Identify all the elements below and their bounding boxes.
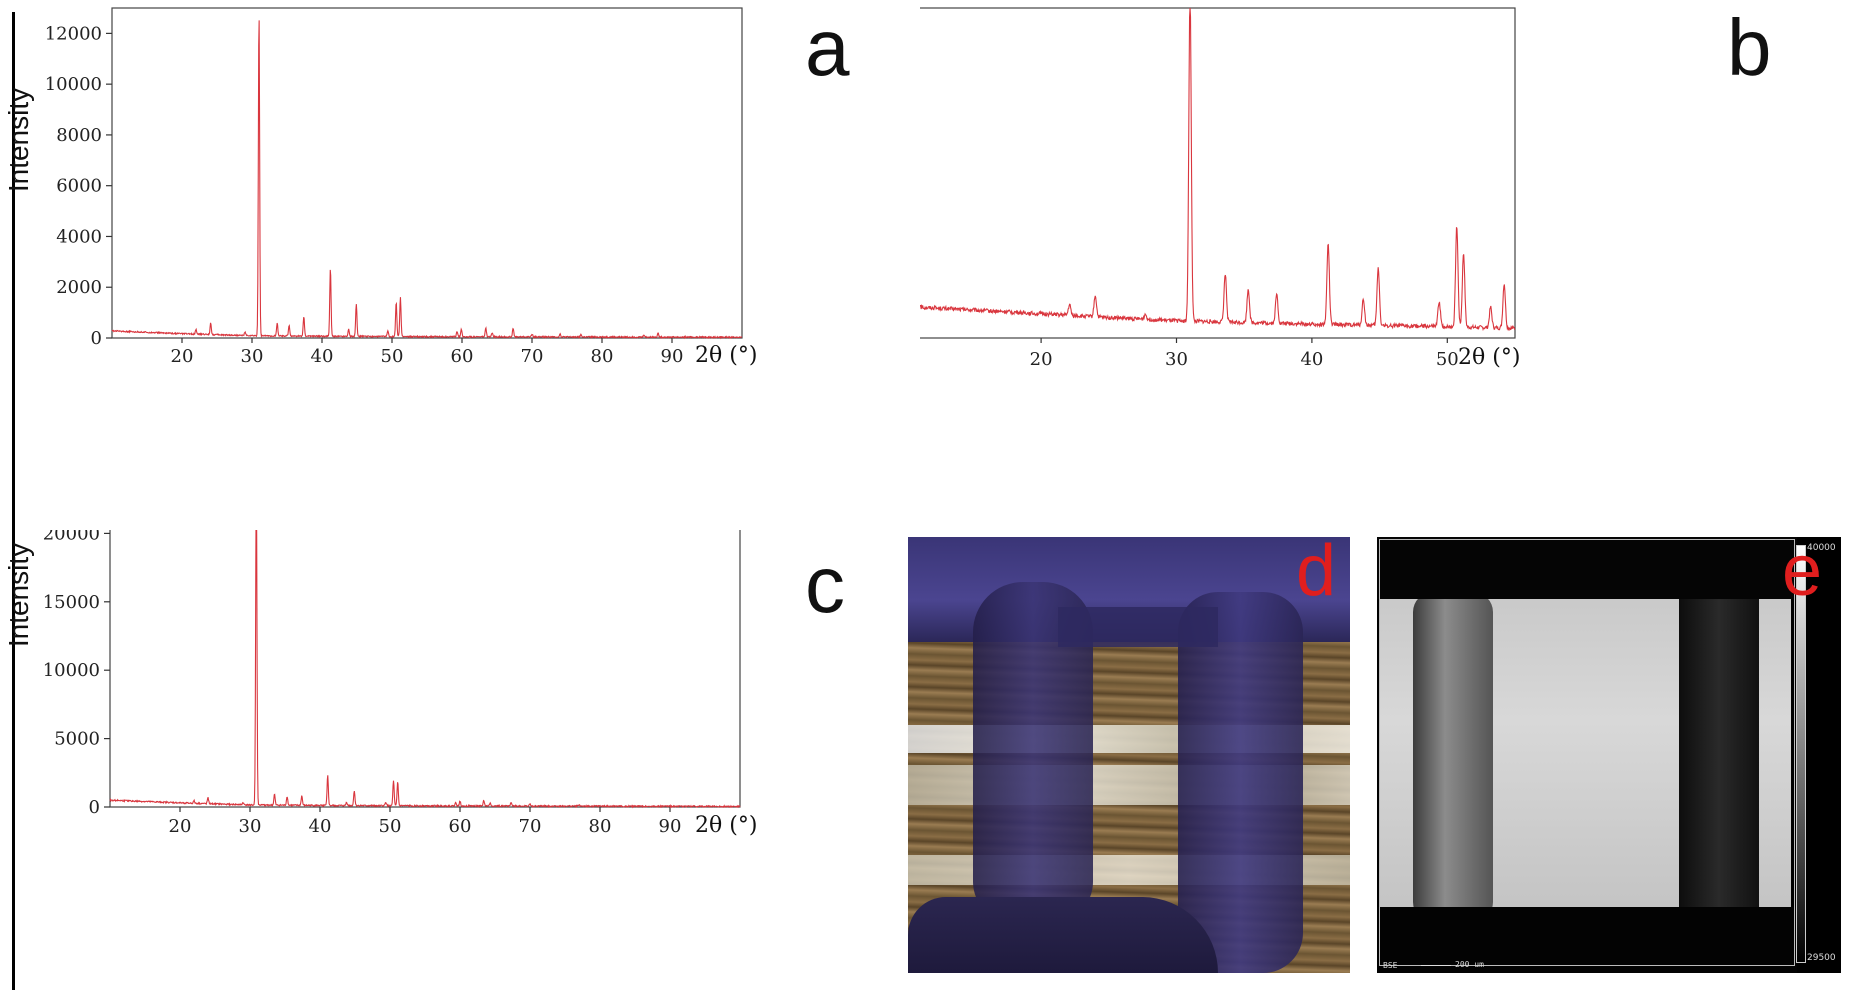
series-line-b — [920, 7, 1516, 332]
x-tick-label: 40 — [309, 816, 332, 837]
y-tick-label: 0 — [91, 328, 102, 349]
x-tick-label: 60 — [449, 816, 472, 837]
y-tick-label: 10000 — [45, 74, 102, 95]
panel-label-e: e — [1782, 537, 1823, 611]
x-axis-title: 2θ (°) — [695, 343, 757, 368]
series-line-c — [109, 530, 741, 809]
bse-tube-left — [1413, 592, 1493, 922]
x-tick-label: 80 — [589, 816, 612, 837]
x-axis-title: 2θ (°) — [695, 813, 757, 838]
y-tick-label: 10000 — [43, 660, 100, 681]
detector-label: BSE — [1383, 961, 1398, 970]
chart-panel-b: 02500100001020304050Intensity2θ (°) — [920, 7, 1520, 370]
greyscale-bar — [1796, 545, 1806, 963]
x-tick-label: 60 — [451, 346, 474, 367]
tube-bridge — [1058, 607, 1218, 647]
bse-frame — [1379, 539, 1795, 966]
y-tick-label: 0 — [89, 797, 100, 818]
x-tick-label: 70 — [519, 816, 542, 837]
x-tick-label: 80 — [591, 346, 614, 367]
x-tick-label: 30 — [241, 346, 264, 367]
panel-label-d: d — [1296, 537, 1337, 611]
bse-bottom-region — [1377, 907, 1797, 973]
x-tick-label: 50 — [381, 346, 404, 367]
figure-left-rule — [12, 12, 15, 990]
chart-c-group: 0500010000150002000025000203040506070809… — [3, 530, 757, 838]
x-tick-label: 50 — [379, 816, 402, 837]
y-tick-label: 8000 — [56, 125, 102, 146]
plot-frame — [111, 7, 743, 339]
scale-bar — [1421, 965, 1451, 966]
x-tick-label: 20 — [171, 346, 194, 367]
series-line-a — [111, 20, 743, 340]
y-tick-label: 6000 — [56, 176, 102, 197]
greyscale-bar-min: 29500 — [1807, 953, 1836, 963]
x-axis-title: 2θ (°) — [1458, 345, 1520, 370]
bse-top-cap — [1377, 537, 1797, 599]
panel-label-a: a — [805, 3, 850, 92]
bse-image-panel-e: 40000 29500 BSE 200 um e — [1377, 537, 1841, 973]
y-axis-title: Intensity — [3, 543, 34, 647]
x-tick-label: 30 — [1165, 349, 1188, 370]
x-tick-label: 50 — [1436, 349, 1459, 370]
chart-panel-a: 0 2000 4000 6000 8000 10000 12000 20 30 40 50 60 70 8… — [3, 7, 757, 368]
x-tick-label: 90 — [661, 346, 684, 367]
tube-right — [1178, 592, 1303, 973]
x-tick-label: 40 — [311, 346, 334, 367]
chart-panel-c: 0500010000150002000025000203040506070809… — [3, 530, 757, 838]
y-tick-label: 2000 — [56, 277, 102, 298]
plot-frame — [920, 7, 1516, 339]
y-tick-label: 15000 — [43, 592, 100, 613]
bse-tube-right — [1679, 587, 1759, 932]
panel-label-b: b — [1727, 3, 1772, 92]
x-tick-label: 70 — [521, 346, 544, 367]
chart-a-group: 0 2000 4000 6000 8000 10000 12000 20 30 40 50 60 70 8… — [3, 7, 757, 368]
scale-bar-label: 200 um — [1455, 960, 1484, 969]
resin-bottom-blob — [908, 897, 1218, 973]
greyscale-bar-max: 40000 — [1807, 543, 1836, 553]
x-tick-label: 20 — [169, 816, 192, 837]
y-tick-label: 5000 — [54, 729, 100, 750]
plot-frame — [109, 530, 741, 808]
chart-b-group: 02500100001020304050Intensity2θ (°) — [920, 7, 1520, 370]
y-tick-label: 20000 — [43, 530, 100, 544]
x-tick-label: 90 — [659, 816, 682, 837]
y-tick-label: 12000 — [45, 23, 102, 44]
x-tick-label: 40 — [1300, 349, 1323, 370]
y-axis-title: Intensity — [3, 88, 34, 192]
micrograph-panel-d: d — [908, 537, 1350, 973]
x-tick-label: 20 — [1030, 349, 1053, 370]
y-tick-label: 4000 — [56, 226, 102, 247]
panel-label-c: c — [805, 540, 845, 629]
x-tick-label: 30 — [239, 816, 262, 837]
